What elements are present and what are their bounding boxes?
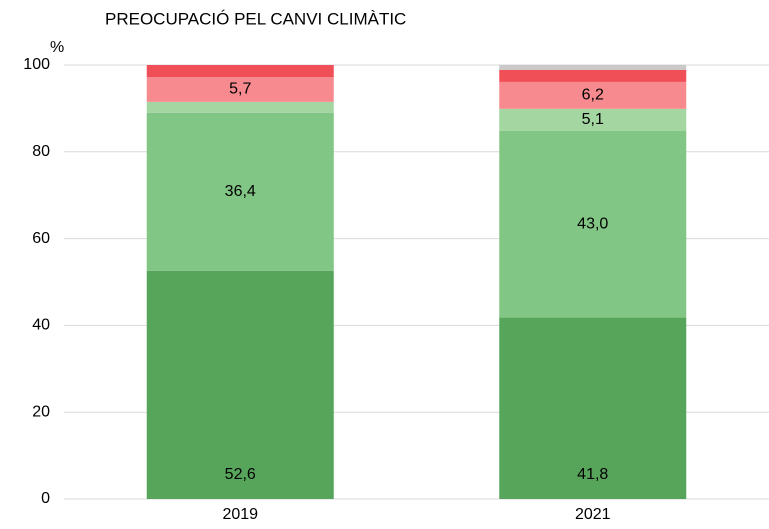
y-axis-label: % — [50, 39, 64, 56]
value-label: 52,6 — [225, 466, 256, 483]
y-tick-label: 60 — [32, 230, 50, 247]
chart-title: PREOCUPACIÓ PEL CANVI CLIMÀTIC — [105, 9, 406, 28]
value-label: 6,2 — [582, 87, 604, 104]
value-label: 5,7 — [229, 81, 251, 98]
y-tick-label: 20 — [32, 403, 50, 420]
y-tick-label: 0 — [41, 490, 50, 507]
bar-segment — [499, 317, 687, 499]
bar-segment — [146, 77, 334, 102]
bar-segment — [499, 81, 687, 109]
y-tick-label: 100 — [23, 56, 50, 73]
y-tick-label: 80 — [32, 143, 50, 160]
bar-segment — [499, 65, 687, 70]
bar-segment — [146, 270, 334, 499]
value-label: 5,1 — [582, 111, 604, 128]
x-tick-label: 2019 — [222, 506, 258, 523]
bar-segment — [146, 65, 334, 78]
x-tick-label: 2021 — [575, 506, 611, 523]
value-label: 43,0 — [577, 215, 608, 232]
y-tick-label: 40 — [32, 317, 50, 334]
bar-segment — [499, 69, 687, 82]
bar-segment — [499, 108, 687, 131]
value-label: 41,8 — [577, 466, 608, 483]
bar-segment — [146, 112, 334, 271]
bar-segment — [499, 130, 687, 318]
value-label: 36,4 — [225, 183, 256, 200]
bar-segment — [146, 101, 334, 113]
